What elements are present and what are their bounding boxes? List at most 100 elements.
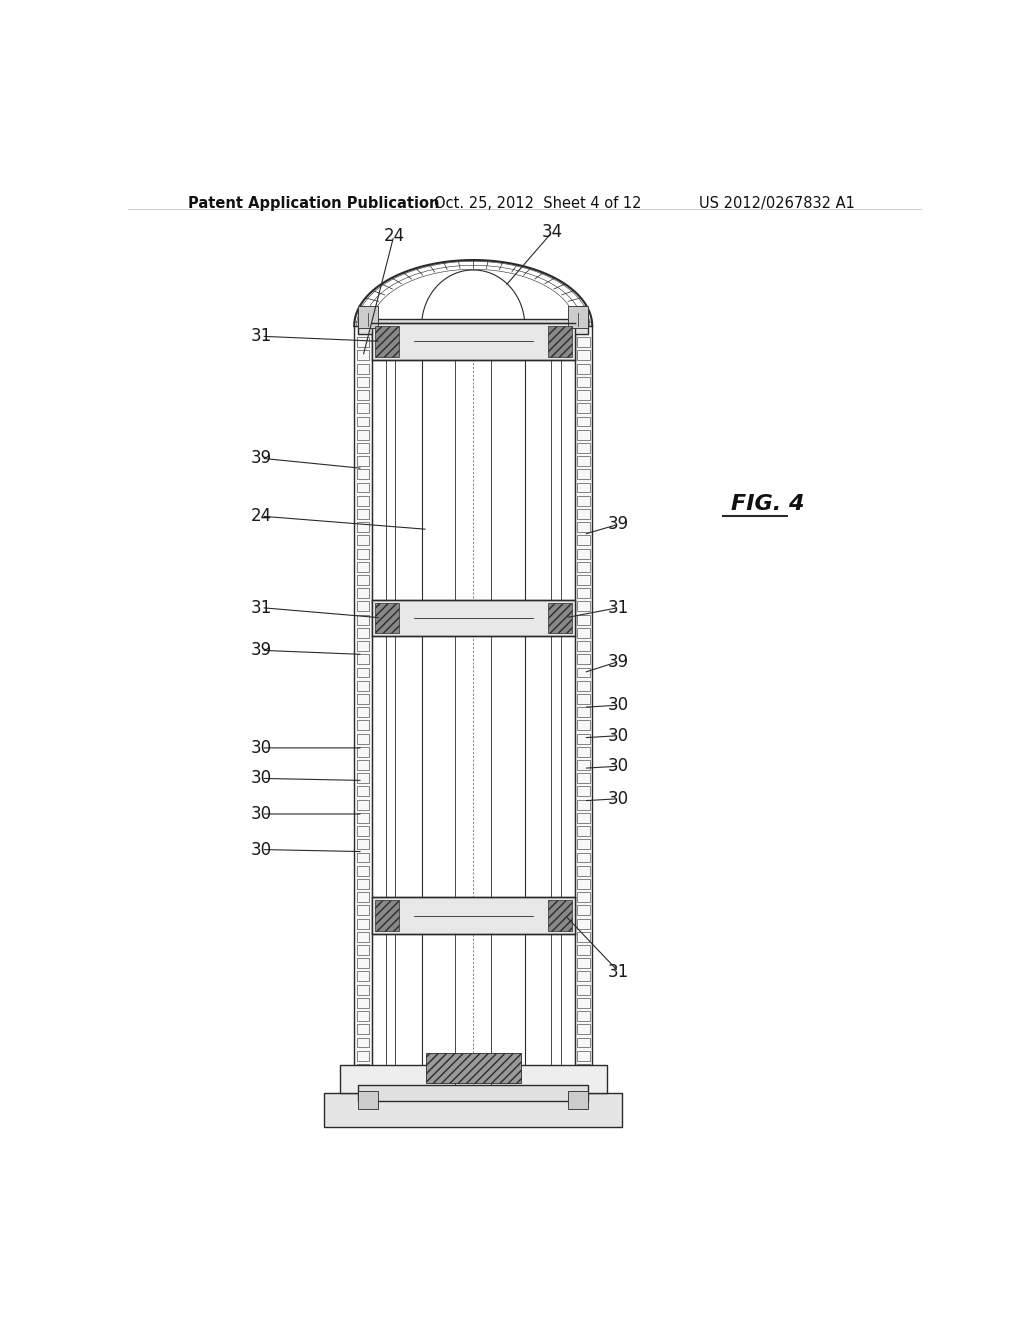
Bar — [356, 602, 369, 611]
Bar — [356, 1077, 369, 1088]
Bar — [578, 364, 590, 374]
Bar — [578, 576, 590, 585]
Text: 30: 30 — [251, 739, 272, 756]
Bar — [356, 1024, 369, 1035]
Bar — [578, 840, 590, 849]
Bar — [356, 444, 369, 453]
Bar — [356, 378, 369, 387]
Bar — [578, 457, 590, 466]
Bar — [578, 747, 590, 756]
Bar — [356, 958, 369, 968]
Bar — [356, 787, 369, 796]
Bar — [356, 853, 369, 862]
Bar — [356, 932, 369, 941]
Bar — [578, 958, 590, 968]
Bar — [578, 602, 590, 611]
Bar — [356, 417, 369, 426]
Bar — [356, 840, 369, 849]
Bar — [356, 562, 369, 572]
Bar — [356, 681, 369, 690]
Bar — [578, 681, 590, 690]
Bar — [578, 483, 590, 492]
Text: 39: 39 — [608, 515, 629, 533]
Bar — [356, 523, 369, 532]
Text: 24: 24 — [251, 507, 272, 525]
Bar — [356, 668, 369, 677]
Bar — [578, 1051, 590, 1061]
Bar — [578, 562, 590, 572]
Text: 31: 31 — [251, 327, 272, 346]
Bar — [372, 599, 574, 636]
Bar — [578, 985, 590, 994]
Bar — [578, 721, 590, 730]
Bar — [356, 642, 369, 651]
Text: 39: 39 — [251, 449, 272, 467]
Bar — [578, 655, 590, 664]
Text: 31: 31 — [608, 599, 629, 616]
Bar — [356, 549, 369, 558]
Bar — [578, 879, 590, 888]
Bar — [578, 444, 590, 453]
Bar — [356, 510, 369, 519]
Bar — [356, 721, 369, 730]
Bar — [356, 589, 369, 598]
Text: 30: 30 — [251, 841, 272, 858]
Bar — [356, 1038, 369, 1048]
Bar — [356, 628, 369, 638]
Bar — [422, 326, 524, 1089]
Bar — [356, 708, 369, 717]
Bar — [578, 708, 590, 717]
Bar — [548, 900, 571, 931]
Bar — [578, 774, 590, 783]
Bar — [356, 879, 369, 888]
Bar — [578, 668, 590, 677]
Bar — [578, 430, 590, 440]
Bar — [356, 892, 369, 902]
Bar — [356, 826, 369, 836]
Bar — [578, 1024, 590, 1035]
Bar — [578, 378, 590, 387]
Bar — [578, 510, 590, 519]
Bar — [356, 972, 369, 981]
Bar — [578, 337, 590, 347]
Bar — [578, 945, 590, 954]
Bar — [578, 906, 590, 915]
Bar — [578, 826, 590, 836]
Bar — [578, 892, 590, 902]
Bar — [356, 1011, 369, 1020]
Bar — [356, 760, 369, 770]
Bar — [578, 787, 590, 796]
Bar — [578, 628, 590, 638]
Text: 30: 30 — [608, 727, 629, 744]
Text: US 2012/0267832 A1: US 2012/0267832 A1 — [699, 195, 855, 211]
Bar — [578, 853, 590, 862]
Bar — [578, 549, 590, 558]
Bar — [356, 747, 369, 756]
Bar — [356, 694, 369, 704]
Bar — [568, 1090, 588, 1109]
Bar — [578, 866, 590, 875]
Bar — [578, 1077, 590, 1088]
Bar — [375, 602, 398, 634]
Bar — [356, 945, 369, 954]
Bar — [568, 306, 588, 329]
Bar — [578, 470, 590, 479]
Bar — [356, 457, 369, 466]
Bar — [578, 404, 590, 413]
Bar — [356, 906, 369, 915]
Bar — [578, 694, 590, 704]
Bar — [356, 655, 369, 664]
Bar — [356, 470, 369, 479]
Text: 30: 30 — [251, 805, 272, 822]
Bar — [356, 615, 369, 624]
Text: Patent Application Publication: Patent Application Publication — [187, 195, 439, 211]
Bar — [356, 734, 369, 743]
Bar — [358, 1090, 378, 1109]
Bar — [578, 615, 590, 624]
Bar — [578, 998, 590, 1007]
Bar — [375, 900, 398, 931]
Bar — [578, 589, 590, 598]
Bar — [324, 1093, 623, 1127]
Bar — [578, 932, 590, 941]
Bar — [356, 364, 369, 374]
